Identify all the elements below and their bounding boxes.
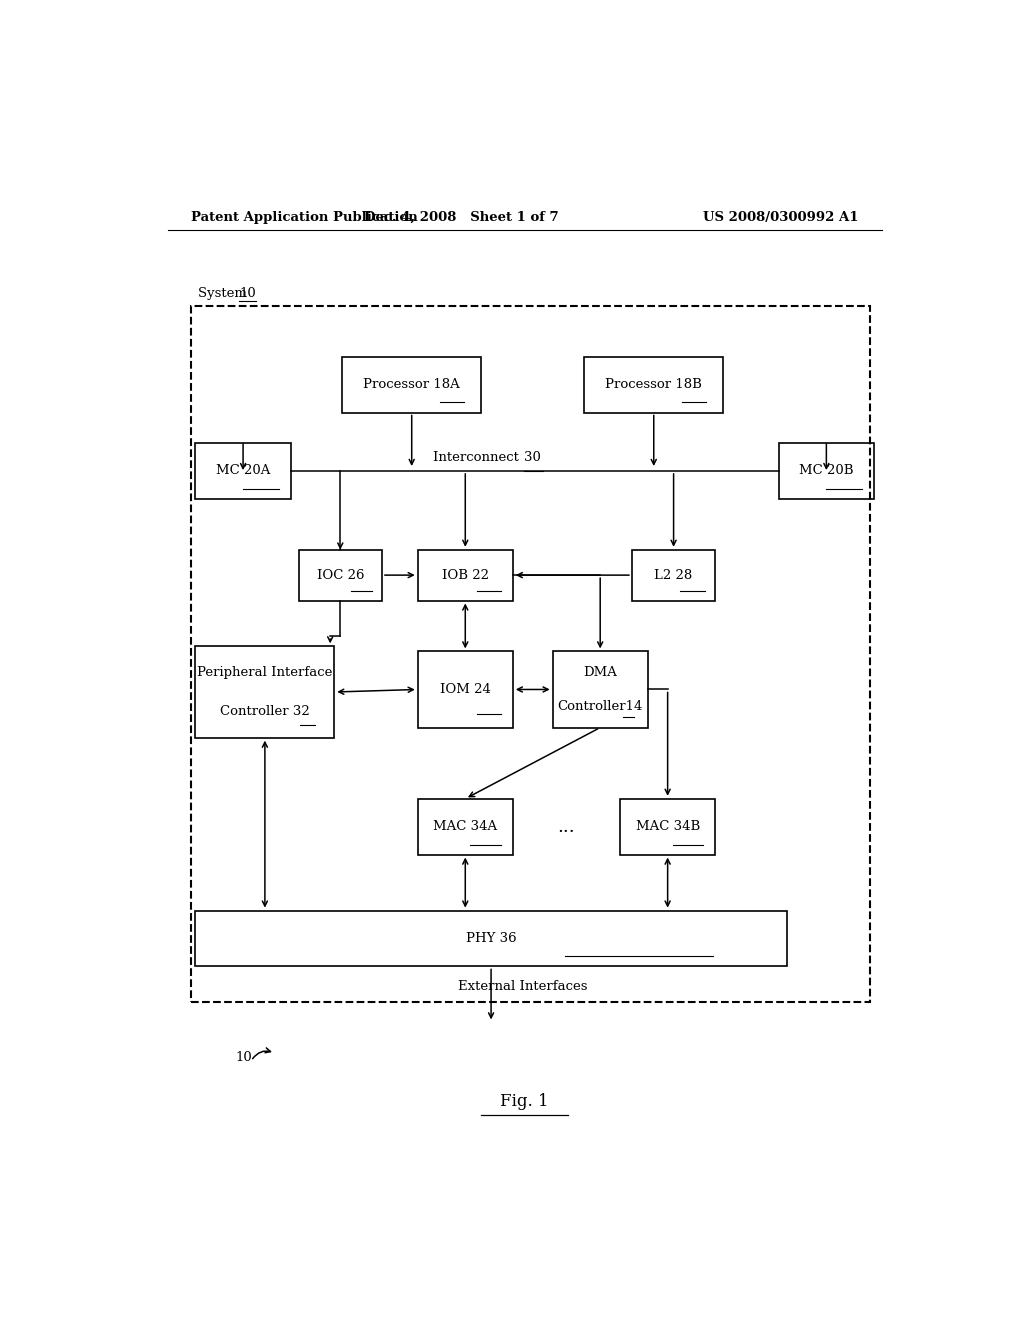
Bar [632, 549, 715, 601]
Text: IOM 24: IOM 24 [440, 682, 490, 696]
Bar [342, 356, 481, 412]
Text: DMA: DMA [584, 667, 617, 680]
Text: Peripheral Interface: Peripheral Interface [198, 665, 333, 678]
Text: US 2008/0300992 A1: US 2008/0300992 A1 [702, 211, 858, 224]
Text: System: System [198, 286, 251, 300]
Text: MC 20A: MC 20A [216, 465, 270, 478]
Bar [418, 799, 513, 854]
Text: MC 20B: MC 20B [799, 465, 854, 478]
Bar [620, 799, 715, 854]
Text: Patent Application Publication: Patent Application Publication [191, 211, 418, 224]
Text: Fig. 1: Fig. 1 [501, 1093, 549, 1110]
Text: Interconnect: Interconnect [433, 451, 523, 463]
Bar [196, 911, 786, 966]
Text: 30: 30 [523, 451, 541, 463]
Text: 10: 10 [236, 1052, 252, 1064]
Text: Processor 18B: Processor 18B [605, 378, 702, 391]
Bar [778, 444, 873, 499]
Text: External Interfaces: External Interfaces [458, 981, 588, 993]
Text: IOC 26: IOC 26 [316, 569, 365, 582]
Bar [191, 306, 870, 1002]
Text: 10: 10 [239, 286, 256, 300]
Bar [418, 651, 513, 727]
Text: ...: ... [558, 817, 575, 836]
Bar [553, 651, 648, 727]
Bar [196, 647, 334, 738]
Text: Controller14: Controller14 [557, 700, 643, 713]
Text: Controller 32: Controller 32 [220, 705, 310, 718]
Text: Dec. 4, 2008   Sheet 1 of 7: Dec. 4, 2008 Sheet 1 of 7 [364, 211, 559, 224]
Text: IOB 22: IOB 22 [441, 569, 488, 582]
Bar [299, 549, 382, 601]
Text: PHY 36: PHY 36 [466, 932, 516, 945]
Bar [418, 549, 513, 601]
Text: Processor 18A: Processor 18A [364, 378, 460, 391]
Text: L2 28: L2 28 [654, 569, 692, 582]
Text: MAC 34B: MAC 34B [636, 820, 699, 833]
Bar [585, 356, 723, 412]
Bar [196, 444, 291, 499]
Text: MAC 34A: MAC 34A [433, 820, 498, 833]
